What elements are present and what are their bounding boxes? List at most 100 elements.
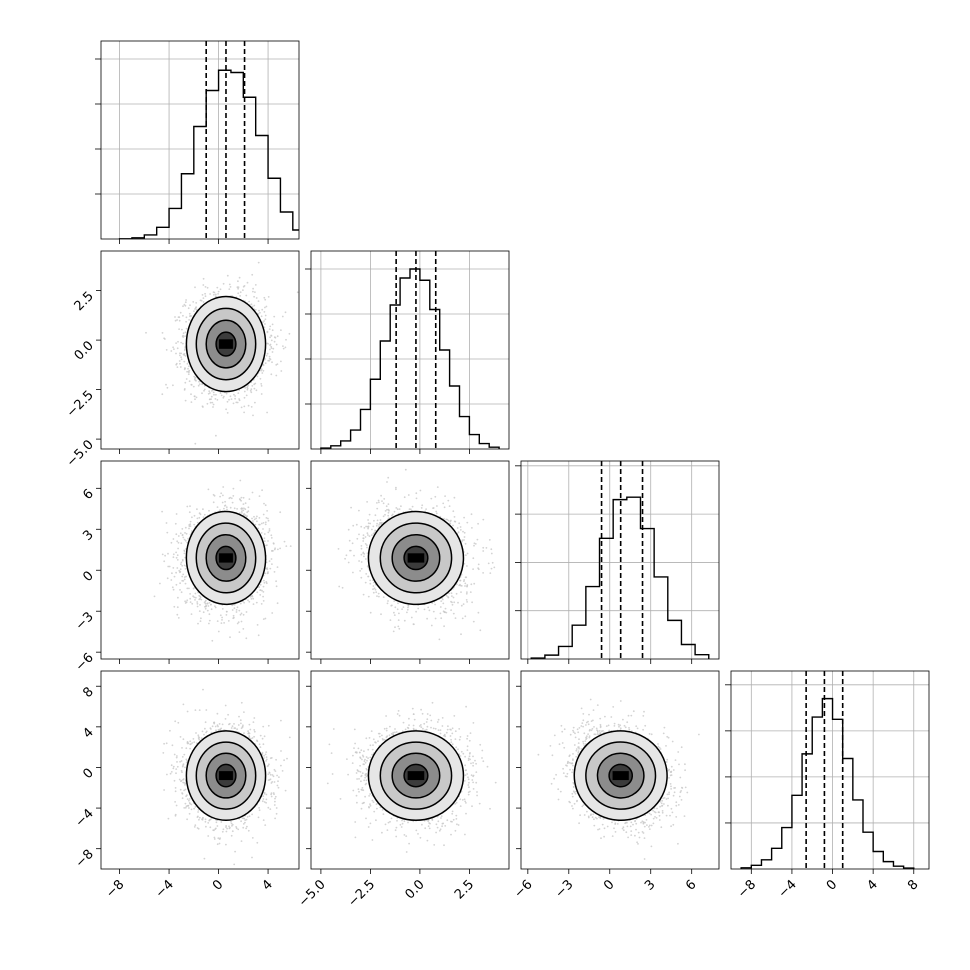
sample-point [253,515,255,518]
sample-point [180,341,183,344]
sample-point [190,613,193,615]
sample-point [240,406,243,409]
sample-point [253,295,256,298]
sample-point [270,534,273,537]
sample-point [243,411,246,414]
sample-point [170,541,173,544]
sample-point [289,545,292,547]
sample-point [181,575,184,578]
sample-point [164,338,166,340]
sample-point [199,620,202,622]
sample-point [264,314,267,317]
sample-point [214,605,216,607]
sample-point [234,397,237,400]
sample-point [263,537,266,540]
sample-point [262,591,265,593]
sample-point [242,628,245,630]
sample-point [180,563,182,566]
sample-point [200,617,202,620]
sample-point [243,507,245,510]
sample-point [275,585,278,588]
sample-point [182,334,185,337]
sample-point [206,402,209,405]
sample-point [180,591,183,594]
sample-point [192,385,195,388]
sample-point [204,292,207,295]
sample-point [224,500,227,503]
sample-point [230,497,233,500]
sample-point [190,315,193,317]
sample-point [268,357,271,360]
sample-point [194,377,196,379]
sample-point [256,624,259,626]
sample-point [238,498,241,500]
sample-point [165,349,168,351]
sample-point [243,390,246,393]
sample-point [194,592,197,595]
sample-point [238,276,241,279]
sample-point [280,329,282,331]
sample-point [187,537,190,540]
sample-point [199,299,202,302]
sample-point [198,594,201,597]
sample-point [186,599,189,602]
sample-point [212,501,215,504]
sample-point [269,336,271,339]
sample-point [277,548,279,551]
sample-point [161,393,164,396]
sample-point [258,586,261,588]
sample-point [243,601,246,604]
sample-point [246,511,249,514]
sample-point [229,506,232,509]
sample-point [183,349,186,352]
sample-point [179,568,182,571]
sample-point [182,332,185,334]
sample-point [241,512,243,514]
sample-point [262,321,264,324]
sample-point [239,291,242,294]
sample-point [194,286,196,289]
sample-point [245,637,248,640]
sample-point [231,609,234,611]
sample-point [283,540,286,543]
sample-point [192,595,195,598]
sample-point [252,287,255,290]
sample-point [243,285,246,287]
sample-point [260,603,263,605]
sample-point [261,489,263,492]
sample-point [263,502,265,505]
sample-point [226,400,229,403]
sample-point [272,542,275,545]
sample-point [264,523,267,526]
sample-point [180,561,183,564]
sample-point [179,354,181,357]
sample-point [201,383,204,386]
sample-point [202,297,205,299]
sample-point [159,582,161,585]
sample-point [270,339,273,342]
sample-point [282,347,285,350]
sample-point [175,533,178,536]
scatter-panel-2-0 [96,460,300,664]
sample-point [182,314,184,317]
sample-point [184,381,187,384]
sample-point [195,396,198,399]
sample-point [259,523,261,526]
sample-point [260,368,263,370]
sample-point [266,331,269,334]
sample-point [214,293,217,296]
sample-point [262,364,265,367]
sample-point [194,307,197,309]
sample-point [184,526,187,529]
sample-point [175,551,178,554]
sample-point [225,408,228,411]
sample-point [191,602,194,605]
sample-point [171,586,174,589]
sample-point [237,292,240,295]
sample-point [188,365,190,368]
sample-point [184,331,187,334]
sample-point [182,353,185,356]
sample-point [174,319,177,322]
sample-point [182,580,185,582]
sample-point [175,352,177,355]
